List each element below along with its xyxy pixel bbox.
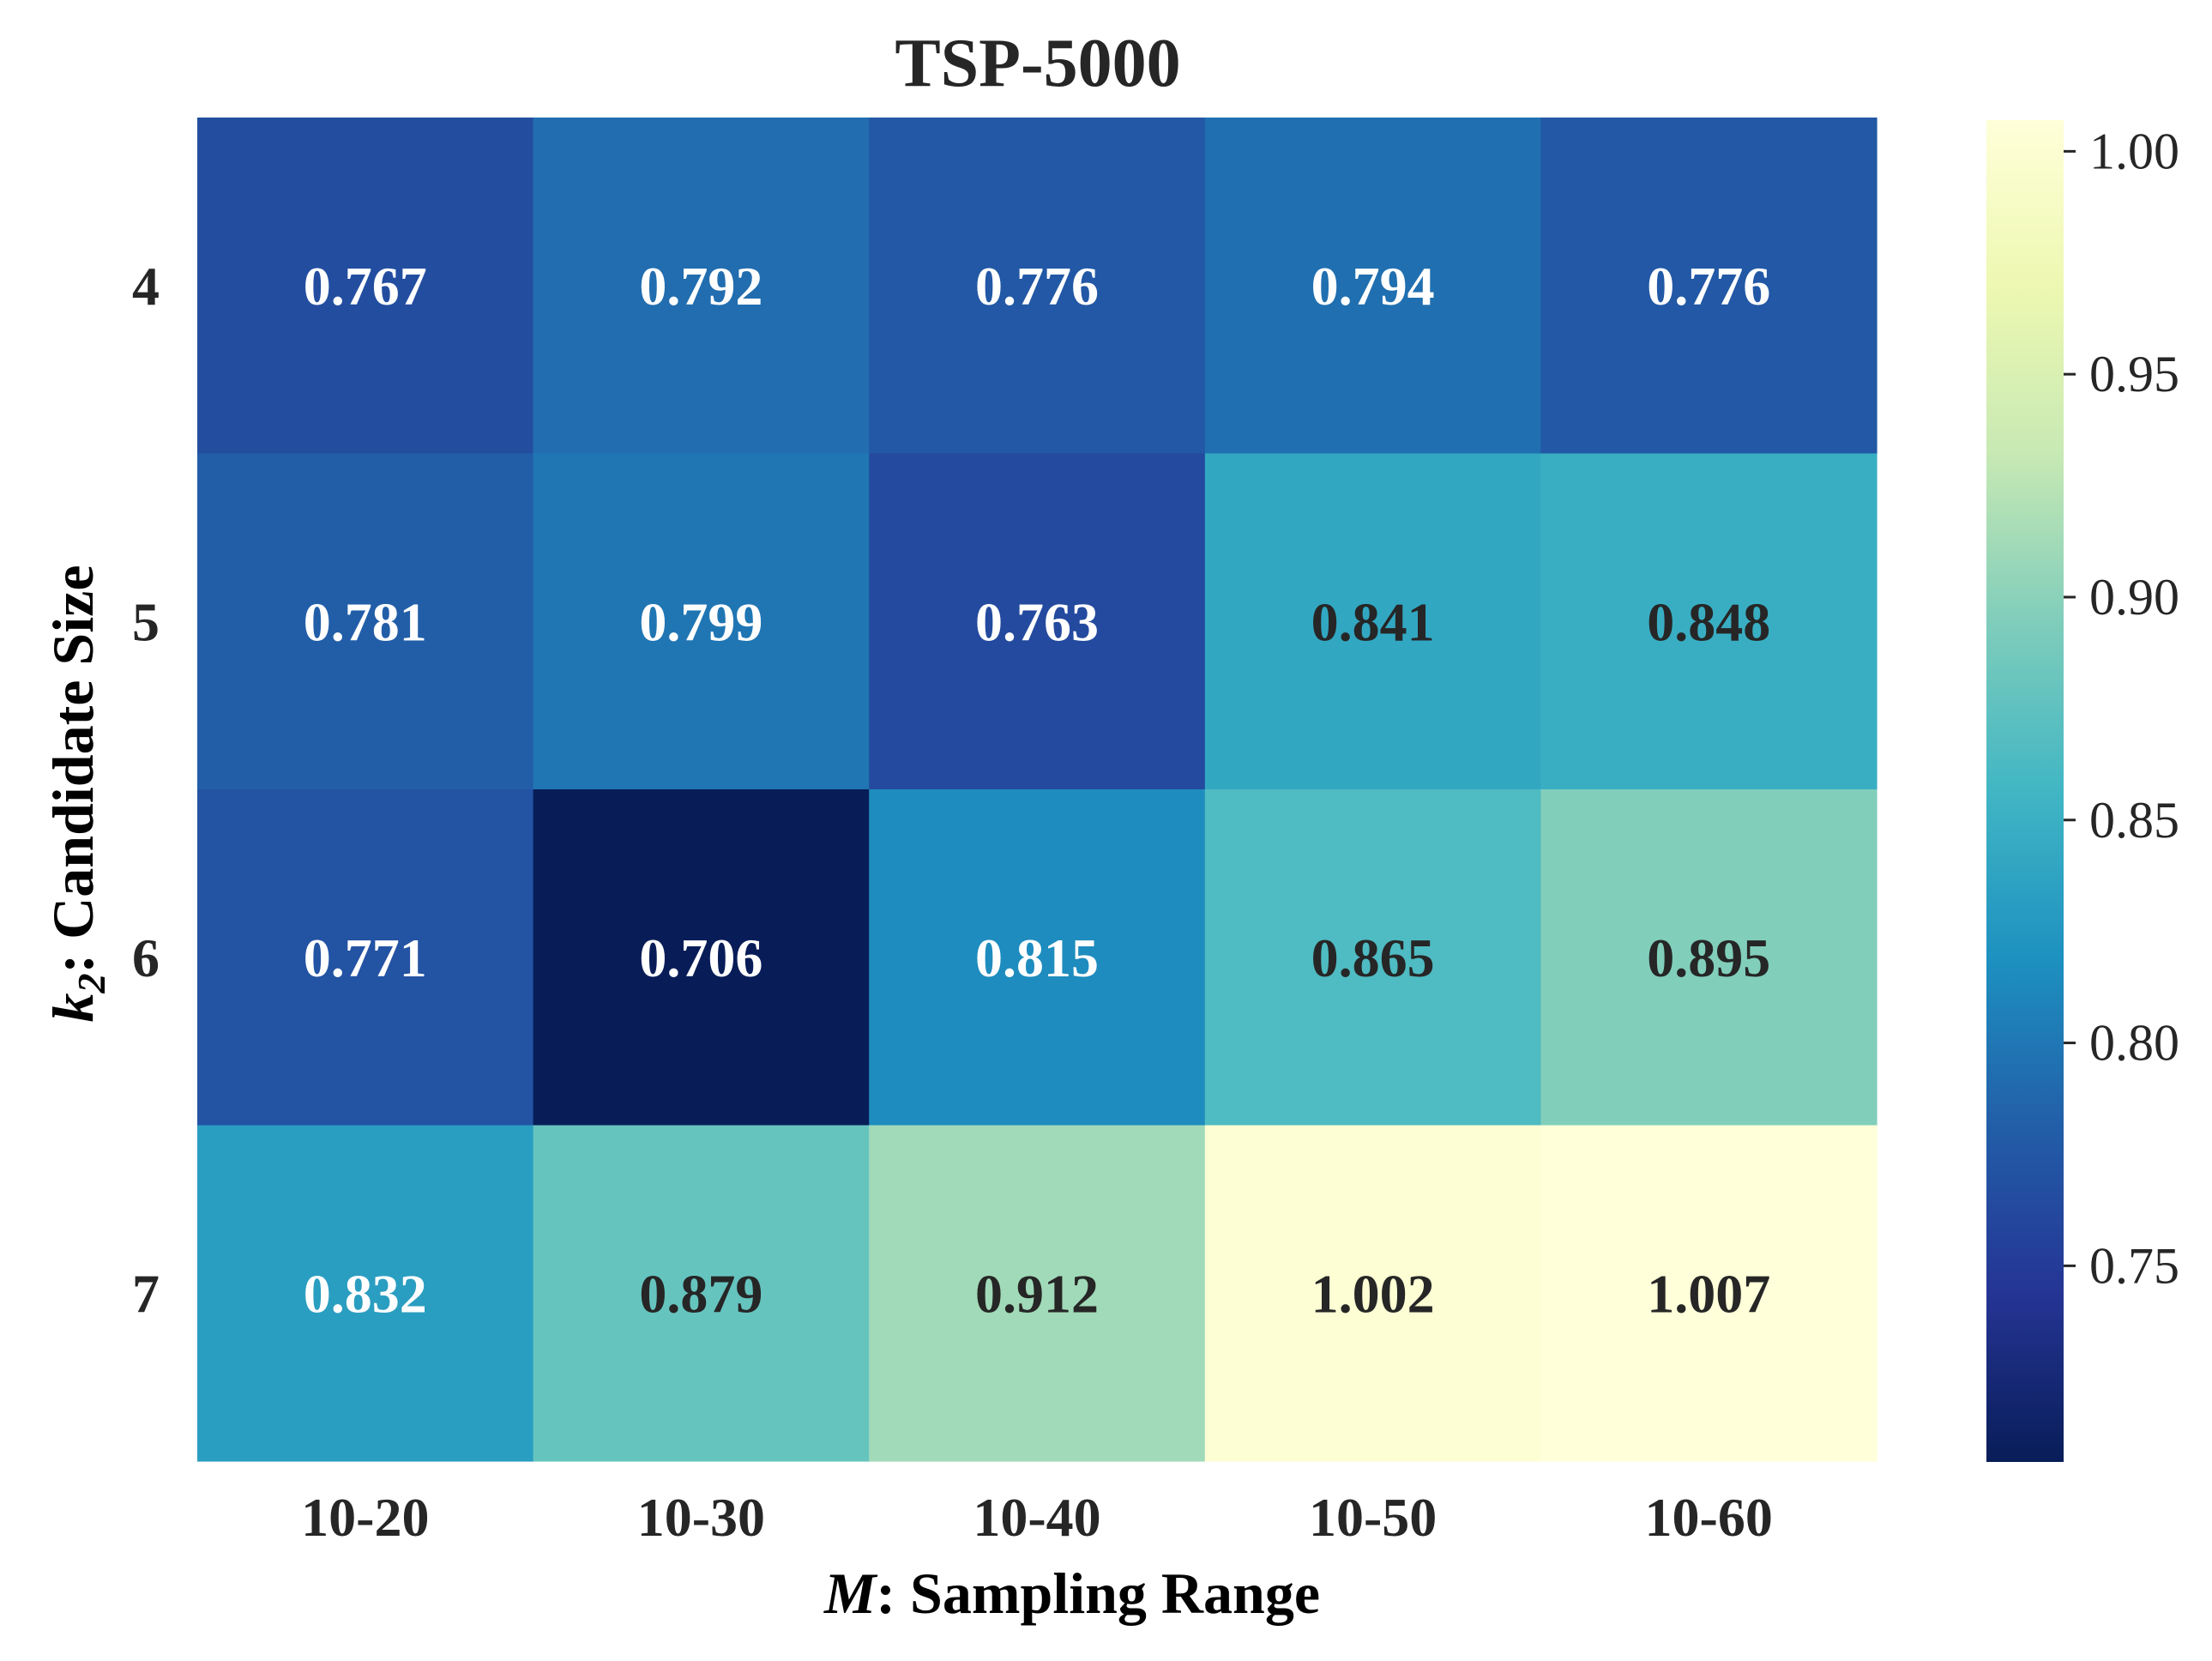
heatmap-cell	[1204, 789, 1541, 1126]
heatmap-cell	[197, 453, 534, 790]
heatmap-cell	[1540, 1125, 1877, 1462]
heatmap-value-label: 0.794	[1311, 256, 1435, 317]
y-axis-tick-labels: 4 5 6 7	[132, 256, 160, 1325]
heatmap-cell	[869, 118, 1206, 455]
heatmap-cell	[1204, 1125, 1541, 1462]
x-axis-label: M: Sampling Range	[823, 1561, 1320, 1626]
colorbar-ticks: 0.75 0.80 0.85 0.90 0.95 1.00	[2064, 123, 2179, 1294]
heatmap-cell	[869, 789, 1206, 1126]
colorbar-gradient	[1986, 120, 2064, 1462]
x-axis-label-text: : Sampling Range	[876, 1561, 1320, 1626]
heatmap-value-label: 0.763	[975, 591, 1099, 652]
x-tick-label: 10-60	[1645, 1487, 1773, 1548]
y-tick-label: 5	[132, 591, 160, 652]
colorbar-tick-label: 0.80	[2089, 1015, 2179, 1072]
heatmap-value-label: 1.007	[1647, 1263, 1770, 1324]
heatmap-value-label: 0.879	[639, 1263, 762, 1324]
heatmap-value-label: 0.841	[1311, 591, 1435, 652]
heatmap-value-label: 0.848	[1647, 591, 1770, 652]
heatmap-value-label: 1.002	[1311, 1263, 1435, 1324]
heatmap-cell	[1204, 453, 1541, 790]
heatmap-cell	[1204, 118, 1541, 455]
x-axis-tick-labels: 10-20 10-30 10-40 10-50 10-60	[301, 1487, 1773, 1548]
heatmap-cell	[533, 453, 870, 790]
x-tick-label: 10-40	[973, 1487, 1100, 1548]
y-tick-label: 7	[132, 1263, 160, 1324]
heatmap-cell	[869, 453, 1206, 790]
heatmap-value-label: 0.792	[639, 256, 762, 317]
heatmap-cell	[533, 118, 870, 455]
colorbar: 0.75 0.80 0.85 0.90 0.95 1.00	[1986, 120, 2179, 1462]
x-tick-label: 10-30	[637, 1487, 765, 1548]
heatmap-value-label: 0.771	[304, 927, 427, 988]
y-tick-label: 6	[132, 927, 160, 988]
colorbar-tick-label: 0.85	[2089, 792, 2179, 849]
heatmap-value-label: 0.895	[1647, 927, 1770, 988]
heatmap-cell	[533, 1125, 870, 1462]
heatmap-value-label: 0.776	[975, 256, 1099, 317]
x-axis-label-variable: M	[823, 1561, 878, 1626]
x-tick-label: 10-20	[301, 1487, 429, 1548]
heatmap-value-label: 0.799	[639, 591, 762, 652]
heatmap-cell	[869, 1125, 1206, 1462]
y-axis-label-text: : Candidate Size	[40, 565, 105, 974]
heatmap-cell	[1540, 453, 1877, 790]
heatmap-cell	[1540, 118, 1877, 455]
heatmap-cell	[1540, 789, 1877, 1126]
heatmap-cell	[197, 1125, 534, 1462]
heatmap-value-label: 0.781	[304, 591, 427, 652]
x-tick-label: 10-50	[1309, 1487, 1437, 1548]
colorbar-tick-label: 1.00	[2089, 123, 2179, 179]
heatmap-value-label: 0.865	[1311, 927, 1435, 988]
heatmap-cells	[197, 118, 1877, 1462]
colorbar-tick-label: 0.90	[2089, 569, 2179, 625]
y-axis-label-subscript: 2	[69, 974, 113, 994]
heatmap-value-label: 0.767	[304, 256, 427, 317]
chart-title: TSP-5000	[895, 26, 1180, 101]
heatmap-cell	[197, 118, 534, 455]
heatmap-cell	[533, 789, 870, 1126]
y-axis-label-variable: k	[40, 994, 105, 1023]
colorbar-tick-label: 0.75	[2089, 1237, 2179, 1294]
heatmap-value-label: 0.706	[639, 927, 762, 988]
heatmap-value-labels: 0.767 0.792 0.776 0.794 0.776 0.781 0.799 0.763…	[304, 256, 1770, 1325]
y-tick-label: 4	[132, 256, 160, 317]
y-axis-label: k2: Candidate Size	[40, 565, 113, 1023]
heatmap-cell	[197, 789, 534, 1126]
heatmap-value-label: 0.832	[304, 1263, 427, 1324]
colorbar-tick-label: 0.95	[2089, 346, 2179, 402]
heatmap-value-label: 0.776	[1647, 256, 1770, 317]
heatmap-value-label: 0.912	[975, 1263, 1099, 1324]
heatmap-value-label: 0.815	[975, 927, 1099, 988]
